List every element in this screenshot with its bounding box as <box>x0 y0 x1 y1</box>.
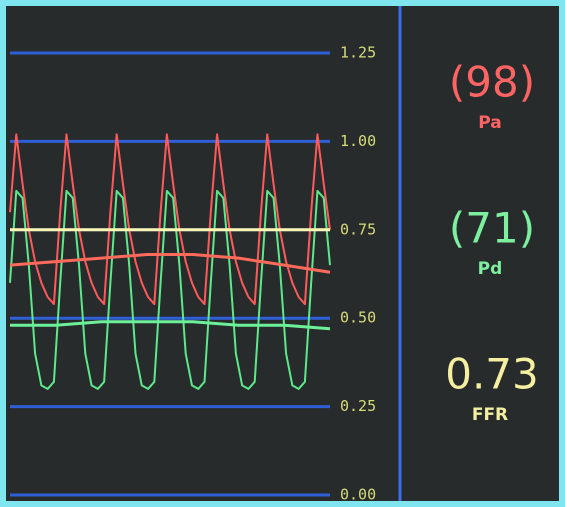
readout-label: FFR <box>472 405 508 425</box>
series-line <box>10 320 331 331</box>
y-tick-label: 0.25 <box>340 397 376 415</box>
screen-background <box>6 6 559 501</box>
y-tick-label: 0.75 <box>340 220 376 238</box>
y-tick-label: 0.50 <box>340 309 376 327</box>
y-tick-label: 1.00 <box>340 132 376 150</box>
series-line <box>9 189 331 390</box>
readout-value: 0.73 <box>445 350 539 399</box>
readout-label: Pa <box>478 113 501 133</box>
series-line <box>9 253 331 274</box>
series-line <box>9 133 331 306</box>
readout-value: (98) <box>449 58 535 107</box>
y-tick-label: 0.00 <box>340 486 376 504</box>
y-tick-label: 1.25 <box>340 44 376 62</box>
readout-value: (71) <box>449 204 535 253</box>
readout-label: Pd <box>478 259 503 279</box>
